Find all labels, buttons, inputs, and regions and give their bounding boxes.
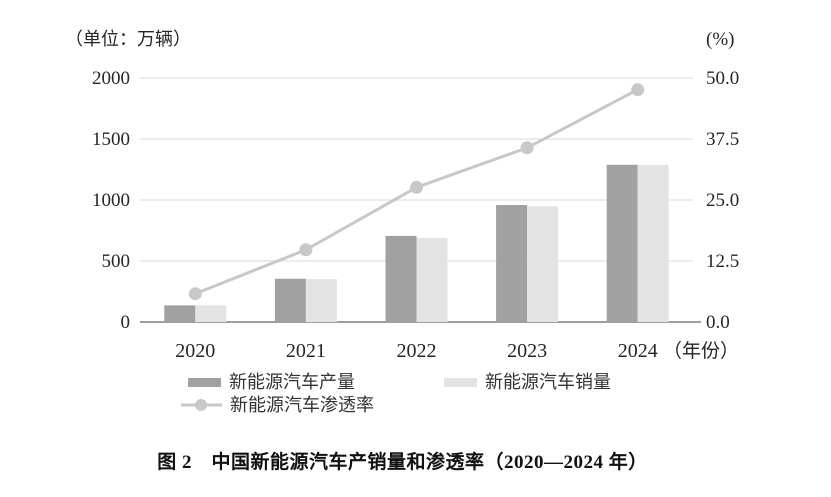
- penetration-marker-2023: [520, 141, 534, 155]
- legend-item-production: 新能源汽车产量: [188, 371, 355, 393]
- right-axis-tick: 25.0: [706, 190, 739, 211]
- bar-production-2020: [164, 305, 196, 322]
- production-bar-swatch-icon: [188, 377, 221, 387]
- sales-bar-swatch-icon: [444, 377, 477, 387]
- legend-item-sales: 新能源汽车销量: [444, 371, 611, 393]
- penetration-marker-2020: [188, 287, 202, 301]
- penetration-marker-2024: [631, 83, 645, 97]
- legend-label-production: 新能源汽车产量: [229, 372, 355, 392]
- bar-sales-2024: [637, 165, 669, 322]
- penetration-line-swatch-icon: [181, 399, 222, 411]
- x-axis-label-2023: 2023: [507, 340, 547, 362]
- bar-production-2021: [274, 278, 306, 322]
- x-axis-label-2022: 2022: [397, 340, 437, 362]
- bar-sales-2021: [305, 279, 337, 322]
- bar-sales-2020: [195, 305, 227, 322]
- left-axis-tick: 2000: [92, 68, 130, 89]
- x-axis-suffix: （年份）: [663, 340, 739, 362]
- left-axis-tick: 1500: [92, 129, 130, 150]
- figure-caption: 图 2 中国新能源汽车产销量和渗透率（2020—2024 年）: [157, 452, 648, 473]
- x-axis-label-2021: 2021: [286, 340, 326, 362]
- x-axis-label-2020: 2020: [175, 340, 215, 362]
- legend-item-penetration: 新能源汽车渗透率: [181, 394, 374, 416]
- legend-label-penetration: 新能源汽车渗透率: [230, 395, 374, 415]
- x-axis-label-2024: 2024: [618, 340, 658, 362]
- penetration-marker-2021: [299, 243, 313, 257]
- right-axis-tick: 12.5: [706, 251, 739, 272]
- right-axis-unit-label: (%): [706, 29, 734, 50]
- legend-label-sales: 新能源汽车销量: [485, 372, 611, 392]
- combo-chart-plot: （单位：万辆） (%) 2000 1500 1000 500 0 50.0 37.5 25.0…: [65, 29, 739, 362]
- penetration-marker-2022: [410, 180, 423, 194]
- left-axis-unit-label: （单位：万辆）: [65, 29, 191, 49]
- bar-production-2023: [496, 205, 528, 322]
- right-axis-tick: 37.5: [706, 129, 739, 150]
- left-axis-tick: 1000: [92, 190, 130, 211]
- left-axis-tick: 0: [121, 312, 131, 333]
- bar-sales-2022: [416, 237, 448, 322]
- bar-production-2022: [385, 235, 417, 322]
- bar-production-2024: [606, 164, 638, 322]
- right-axis-tick: 50.0: [706, 68, 739, 89]
- left-axis-tick: 500: [102, 251, 131, 272]
- right-axis-tick: 0.0: [706, 312, 730, 333]
- bar-sales-2023: [527, 206, 559, 322]
